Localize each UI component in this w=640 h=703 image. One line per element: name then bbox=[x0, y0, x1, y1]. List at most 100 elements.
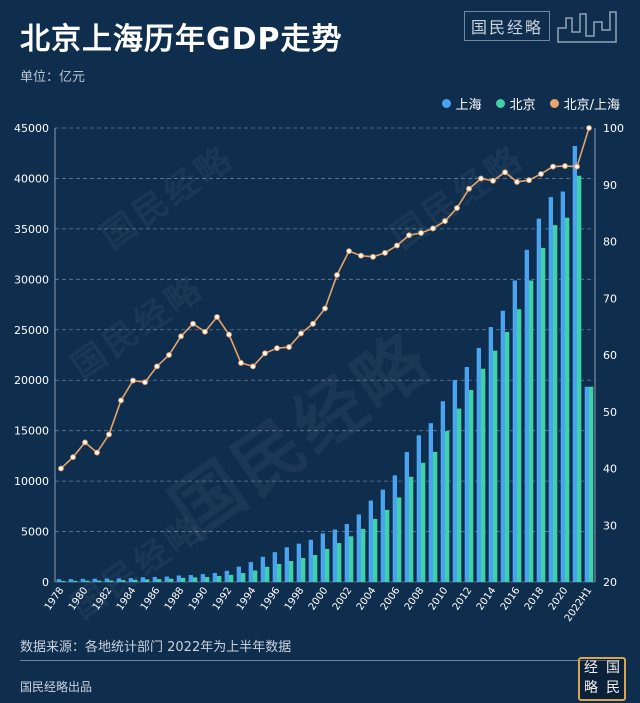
x-tick-label: 1986 bbox=[139, 585, 163, 612]
bar-beijing bbox=[313, 554, 318, 582]
bar-shanghai bbox=[428, 423, 433, 582]
ratio-point bbox=[454, 205, 460, 211]
bar-shanghai bbox=[104, 578, 109, 582]
y-left-tick-label: 10000 bbox=[14, 475, 49, 488]
bar-shanghai bbox=[92, 578, 97, 582]
bar-shanghai bbox=[392, 475, 397, 582]
x-tick-label: 1984 bbox=[115, 585, 139, 612]
bar-shanghai bbox=[56, 579, 61, 582]
bar-beijing bbox=[277, 563, 282, 582]
bar-shanghai bbox=[140, 577, 145, 582]
x-tick-label: 2002 bbox=[331, 585, 355, 612]
bar-beijing bbox=[553, 225, 558, 582]
ratio-point bbox=[550, 163, 556, 170]
ratio-point bbox=[286, 344, 292, 350]
y-left-tick-label: 25000 bbox=[14, 324, 49, 337]
bar-shanghai bbox=[116, 578, 121, 582]
bar-beijing bbox=[589, 386, 594, 582]
y-right-tick-label: 70 bbox=[603, 292, 617, 305]
bar-shanghai bbox=[356, 514, 361, 582]
bar-shanghai bbox=[584, 386, 589, 582]
bar-shanghai bbox=[164, 576, 169, 582]
y-right-tick-label: 80 bbox=[603, 236, 617, 249]
bar-shanghai bbox=[344, 524, 349, 582]
ratio-point bbox=[274, 345, 280, 352]
y-right-tick-label: 60 bbox=[603, 349, 617, 362]
seal-char: 国 bbox=[606, 660, 620, 676]
y-right-tick-label: 30 bbox=[603, 519, 617, 532]
bar-shanghai bbox=[464, 367, 469, 582]
bar-beijing bbox=[517, 309, 522, 582]
bar-shanghai bbox=[248, 562, 253, 582]
bar-shanghai bbox=[368, 500, 373, 582]
bar-beijing bbox=[301, 558, 306, 582]
ratio-point bbox=[562, 163, 568, 169]
bar-beijing bbox=[349, 536, 354, 582]
bar-shanghai bbox=[296, 543, 301, 582]
bar-shanghai bbox=[524, 249, 529, 582]
bar-beijing bbox=[121, 580, 126, 582]
bar-shanghai bbox=[536, 218, 541, 582]
bar-shanghai bbox=[416, 435, 421, 582]
bar-beijing bbox=[289, 561, 294, 582]
ratio-point bbox=[214, 314, 220, 320]
bar-beijing bbox=[181, 577, 186, 582]
legend-label-beijing: 北京 bbox=[509, 98, 536, 113]
y-left-tick-label: 45000 bbox=[14, 122, 49, 135]
bar-shanghai bbox=[224, 570, 229, 582]
bar-shanghai bbox=[380, 489, 385, 582]
ratio-point bbox=[298, 330, 304, 337]
ratio-point bbox=[406, 232, 412, 239]
x-tick-label: 1980 bbox=[67, 585, 91, 612]
ratio-point bbox=[190, 320, 196, 327]
y-right-tick-label: 20 bbox=[603, 576, 617, 589]
x-tick-label: 2018 bbox=[523, 585, 547, 612]
y-left-tick-label: 20000 bbox=[14, 374, 49, 387]
ratio-point bbox=[178, 333, 184, 340]
page-title: 北京上海历年GDP走势 bbox=[20, 22, 343, 57]
x-tick-label: 2014 bbox=[475, 585, 499, 612]
bar-beijing bbox=[493, 350, 498, 582]
bar-beijing bbox=[217, 575, 222, 582]
ratio-point bbox=[394, 242, 400, 249]
ratio-point bbox=[226, 331, 232, 338]
ratio-point bbox=[250, 363, 256, 370]
bar-shanghai bbox=[572, 146, 577, 582]
y-left-tick-label: 35000 bbox=[14, 223, 49, 236]
ratio-point bbox=[514, 179, 520, 185]
x-tick-label: 1990 bbox=[187, 585, 211, 612]
ratio-point bbox=[490, 177, 496, 184]
bar-shanghai bbox=[488, 327, 493, 582]
bar-beijing bbox=[325, 548, 330, 582]
chart-legend: 上海 北京 北京/上海 bbox=[441, 94, 620, 113]
ratio-point bbox=[70, 454, 76, 461]
bar-beijing bbox=[205, 576, 210, 582]
bar-shanghai bbox=[236, 566, 241, 582]
bar-beijing bbox=[481, 368, 486, 582]
y-left-tick-label: 40000 bbox=[14, 172, 49, 185]
ratio-point bbox=[418, 230, 424, 236]
bar-shanghai bbox=[284, 547, 289, 582]
bar-beijing bbox=[433, 451, 438, 582]
bar-beijing bbox=[97, 580, 102, 582]
bar-beijing bbox=[457, 408, 462, 582]
ratio-point bbox=[370, 253, 376, 260]
bar-beijing bbox=[409, 476, 414, 582]
bar-shanghai bbox=[128, 578, 133, 582]
ratio-point bbox=[466, 185, 472, 192]
bar-beijing bbox=[169, 578, 174, 582]
bar-beijing bbox=[241, 573, 246, 582]
bar-beijing bbox=[73, 580, 78, 582]
bar-beijing bbox=[253, 570, 258, 582]
y-left-tick-label: 5000 bbox=[21, 526, 49, 539]
x-tick-label: 1978 bbox=[43, 585, 67, 612]
ratio-point bbox=[262, 350, 268, 357]
ratio-point bbox=[58, 465, 64, 472]
bar-beijing bbox=[229, 574, 234, 582]
ratio-point bbox=[538, 171, 544, 177]
ratio-line bbox=[60, 127, 590, 470]
bar-beijing bbox=[133, 579, 138, 582]
brand-logo: 国民经略 bbox=[463, 8, 626, 44]
ratio-point bbox=[442, 218, 448, 224]
